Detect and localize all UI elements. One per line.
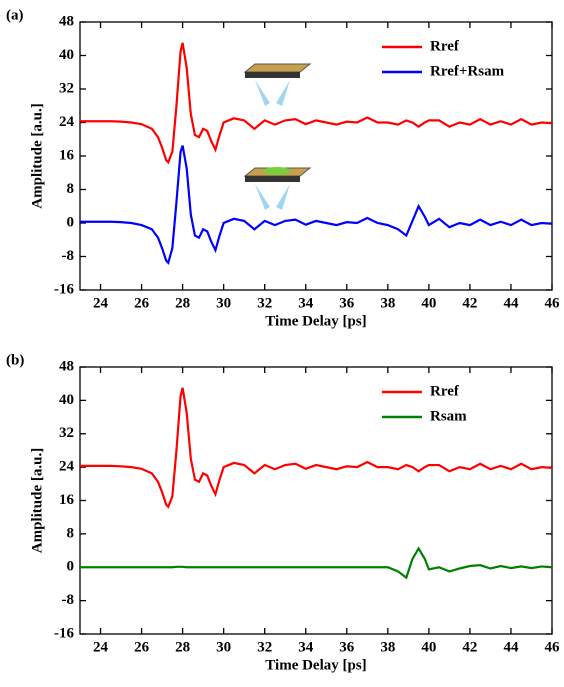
panel-label: (b) — [6, 352, 24, 368]
data-line — [80, 42, 553, 165]
y-tick-label: 24 — [59, 459, 75, 475]
legend-label: Rref — [430, 383, 460, 399]
y-tick-label: 32 — [59, 80, 74, 96]
x-tick-label: 36 — [339, 295, 355, 311]
panel-label: (a) — [6, 7, 24, 23]
x-tick-label: 40 — [421, 639, 436, 655]
y-tick-label: 8 — [67, 181, 75, 197]
x-tick-label: 38 — [380, 295, 395, 311]
y-tick-label: -8 — [62, 248, 75, 264]
x-tick-label: 28 — [175, 639, 190, 655]
x-tick-label: 32 — [257, 639, 272, 655]
legend-label: Rsam — [430, 408, 467, 424]
y-tick-label: 40 — [59, 392, 74, 408]
plot-frame — [79, 21, 553, 291]
x-tick-label: 30 — [216, 639, 231, 655]
x-tick-label: 24 — [93, 639, 109, 655]
x-tick-label: 30 — [216, 295, 231, 311]
data-line — [80, 387, 553, 509]
x-tick-label: 38 — [380, 639, 395, 655]
data-line — [80, 546, 553, 580]
y-tick-label: -16 — [54, 625, 74, 641]
x-axis-label: Time Delay [ps] — [265, 657, 366, 673]
y-tick-label: 48 — [59, 358, 74, 374]
legend-label: Rref+Rsam — [430, 63, 505, 79]
x-tick-label: 26 — [134, 295, 150, 311]
x-tick-label: 36 — [339, 639, 355, 655]
x-tick-label: 40 — [421, 295, 436, 311]
y-tick-label: 16 — [59, 147, 75, 163]
y-tick-label: -8 — [62, 592, 75, 608]
x-tick-label: 34 — [298, 639, 314, 655]
y-axis-label: Amplitude [a.u.] — [29, 448, 45, 553]
x-tick-label: 44 — [503, 295, 519, 311]
x-tick-label: 24 — [93, 295, 109, 311]
y-tick-label: 16 — [59, 492, 75, 508]
y-tick-label: 32 — [59, 425, 74, 441]
inset-sample — [243, 167, 312, 210]
y-tick-label: 0 — [67, 559, 75, 575]
inset-reference — [243, 63, 312, 106]
x-tick-label: 44 — [503, 639, 519, 655]
x-tick-label: 32 — [257, 295, 272, 311]
x-tick-label: 46 — [545, 295, 561, 311]
y-tick-label: 48 — [59, 13, 74, 29]
y-tick-label: 8 — [67, 525, 75, 541]
x-tick-label: 26 — [134, 639, 150, 655]
x-tick-label: 28 — [175, 295, 190, 311]
data-line — [80, 145, 553, 265]
y-tick-label: 24 — [59, 114, 75, 130]
plot-frame — [79, 366, 553, 635]
x-tick-label: 42 — [462, 295, 477, 311]
x-tick-label: 42 — [462, 639, 477, 655]
x-tick-label: 46 — [545, 639, 561, 655]
x-tick-label: 34 — [298, 295, 314, 311]
y-tick-label: 0 — [67, 214, 75, 230]
y-axis-label: Amplitude [a.u.] — [29, 103, 45, 208]
legend-label: Rref — [430, 38, 460, 54]
y-tick-label: 40 — [59, 47, 74, 63]
y-tick-label: -16 — [54, 281, 74, 297]
x-axis-label: Time Delay [ps] — [265, 313, 366, 329]
